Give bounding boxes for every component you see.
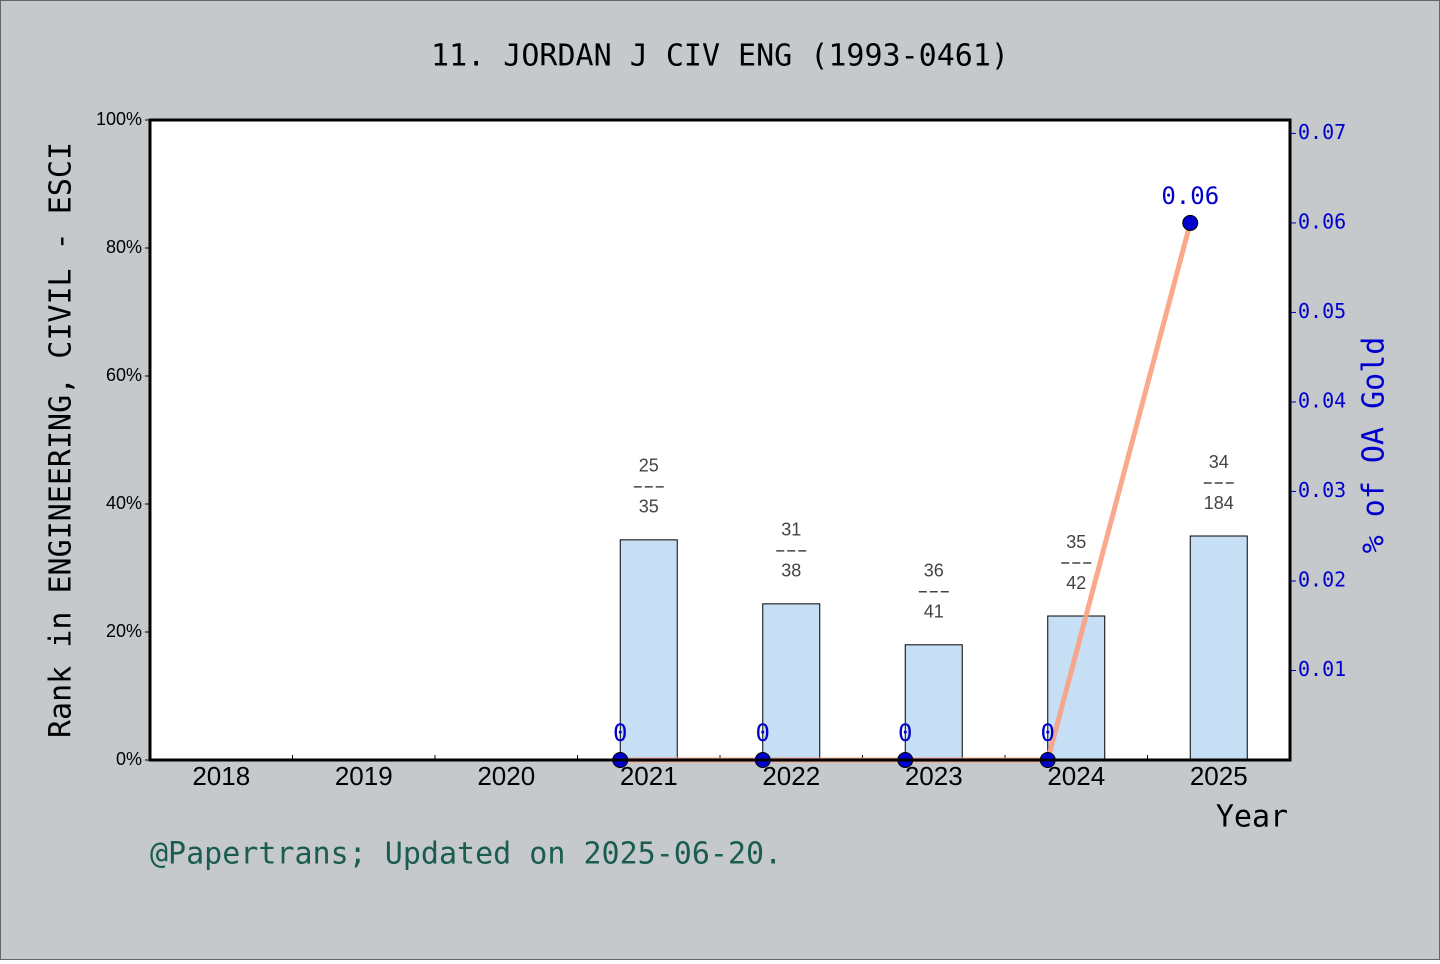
bar-label-bottom: 42 (1066, 573, 1086, 593)
x-tick-label: 2023 (905, 761, 963, 791)
x-tick-label: 2019 (335, 761, 393, 791)
x-tick-label: 2021 (620, 761, 678, 791)
line-marker (1182, 214, 1199, 231)
value-label: 0 (1041, 719, 1055, 747)
y-tick-label: 40% (106, 493, 142, 513)
value-label: 0 (613, 719, 627, 747)
x-tick-label: 2018 (192, 761, 250, 791)
bar-label-bottom: 41 (924, 602, 944, 622)
value-label: 0.06 (1161, 182, 1219, 210)
y2-tick-label: 0.06 (1298, 209, 1346, 233)
bar-label-bottom: 184 (1204, 493, 1234, 513)
x-tick-label: 2025 (1190, 761, 1248, 791)
bar (619, 539, 678, 761)
y-tick-label: 0% (116, 749, 142, 769)
bar-label-bottom: 38 (781, 561, 801, 581)
bar (1047, 615, 1106, 761)
x-axis-label: Year (1216, 800, 1288, 835)
bar-label-top: 34 (1209, 452, 1229, 472)
value-label: 0 (756, 719, 770, 747)
bar-label-top: 35 (1066, 532, 1086, 552)
y2-tick-label: 0.03 (1298, 478, 1346, 502)
value-label: 0 (898, 719, 912, 747)
bar-label-top: 36 (924, 561, 944, 581)
plot-area (150, 120, 1290, 760)
x-tick-label: 2024 (1047, 761, 1105, 791)
y2-tick-label: 0.04 (1298, 388, 1346, 412)
x-tick-label: 2020 (477, 761, 535, 791)
y2-tick-label: 0.02 (1298, 567, 1346, 591)
bar (904, 644, 963, 761)
y-tick-label: 20% (106, 621, 142, 641)
y-axis-label: Rank in ENGINEERING, CIVIL - ESCI (44, 142, 79, 738)
y-tick-label: 60% (106, 365, 142, 385)
bar (1189, 535, 1248, 761)
bar-label-top: 31 (781, 520, 801, 540)
y2-tick-label: 0.07 (1298, 120, 1346, 144)
y2-tick-label: 0.01 (1298, 657, 1346, 681)
bar-label-top: 25 (639, 456, 659, 476)
bar-label-bottom: 35 (639, 497, 659, 517)
footer: @Papertrans; Updated on 2025-06-20. (150, 837, 782, 872)
chart-title: 11. JORDAN J CIV ENG (1993-0461) (431, 39, 1009, 74)
y2-axis-label: % of OA Gold (1357, 337, 1392, 554)
x-tick-label: 2022 (762, 761, 820, 791)
bar (762, 603, 821, 761)
y-tick-label: 100% (96, 109, 142, 129)
y2-tick-label: 0.05 (1298, 299, 1346, 323)
y-tick-label: 80% (106, 237, 142, 257)
plot-frame (148, 118, 1292, 762)
